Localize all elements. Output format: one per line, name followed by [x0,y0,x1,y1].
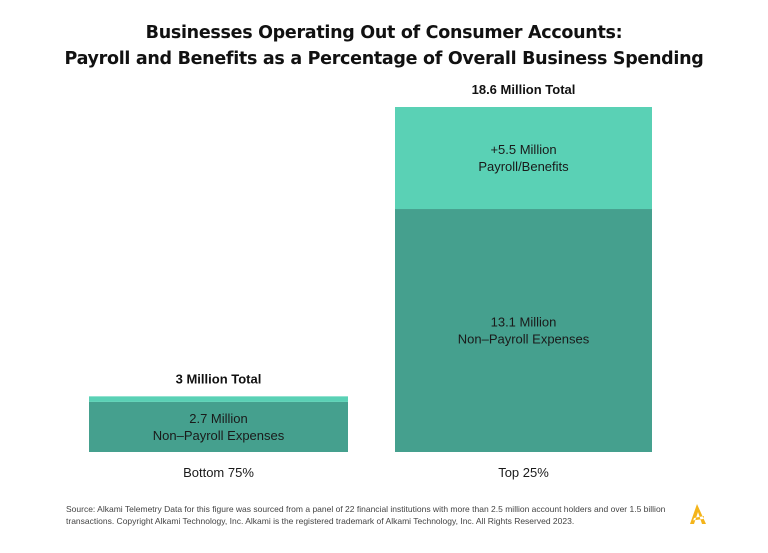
chart-title-line-1: Businesses Operating Out of Consumer Acc… [145,23,623,43]
category-label: Bottom 75% [183,465,254,480]
chart-title: Businesses Operating Out of Consumer Acc… [0,20,768,72]
bar-segment-payroll [395,107,652,210]
bar-segment-nonpayroll [89,401,348,452]
total-label: 18.6 Million Total [472,82,576,97]
category-label: Top 25% [498,465,549,480]
chart-title-line-2: Payroll and Benefits as a Percentage of … [64,49,704,69]
bar-segment-payroll [89,396,348,402]
bar-segment-nonpayroll [395,209,652,452]
segment-label: Non–Payroll Expenses [153,428,285,443]
segment-label: 2.7 Million [189,411,248,426]
segment-label: 13.1 Million [491,315,557,330]
segment-label: +5.5 Million [490,142,556,157]
source-note: Source: Alkami Telemetry Data for this f… [66,504,666,526]
segment-label: Payroll/Benefits [478,159,569,174]
segment-label: Non–Payroll Expenses [458,332,590,347]
total-label: 3 Million Total [176,371,262,386]
alkami-logo-icon [687,503,709,529]
